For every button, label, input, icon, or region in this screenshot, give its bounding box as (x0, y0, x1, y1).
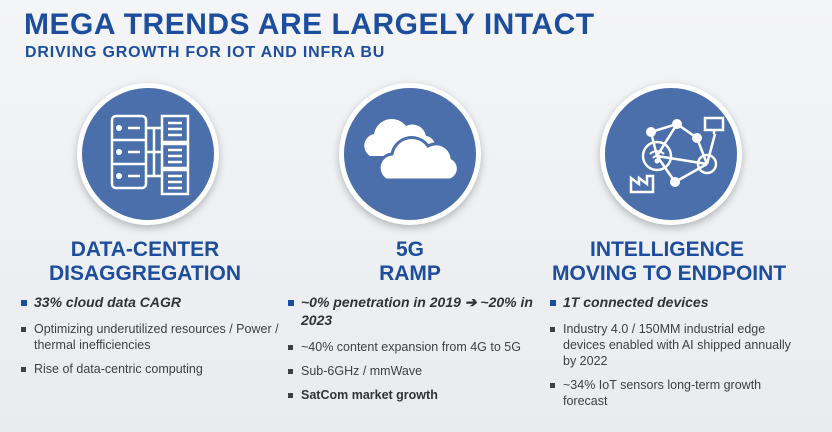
intelligence-icon-circle (600, 83, 742, 225)
5g-icon-circle (339, 83, 481, 225)
list-item: 1T connected devices (549, 293, 799, 311)
bullet-list-intelligence: 1T connected devices Industry 4.0 / 150M… (549, 293, 799, 417)
page-title: MEGA TRENDS ARE LARGELY INTACT (24, 8, 595, 41)
iot-network-icon (629, 116, 725, 194)
list-item: Rise of data-centric computing (20, 361, 282, 377)
list-item: Industry 4.0 / 150MM industrial edge dev… (549, 321, 799, 369)
list-item: ~40% content expansion from 4G to 5G (287, 339, 537, 355)
list-item: ~34% IoT sensors long-term growth foreca… (549, 377, 799, 409)
heading-5g: 5G RAMP (379, 238, 441, 285)
list-item: 33% cloud data CAGR (20, 293, 282, 311)
list-item: ~0% penetration in 2019 ➔ ~20% in 2023 (287, 293, 537, 329)
bullet-list-data-center: 33% cloud data CAGR Optimizing underutil… (20, 293, 282, 385)
bullet-list-5g: ~0% penetration in 2019 ➔ ~20% in 2023 ~… (287, 293, 537, 411)
server-documents-icon (110, 114, 190, 196)
page-subtitle: DRIVING GROWTH FOR IOT AND INFRA BU (25, 44, 386, 61)
heading-data-center: DATA-CENTER DISAGGREGATION (48, 238, 242, 285)
list-item: SatCom market growth (287, 387, 537, 403)
heading-intelligence: INTELLIGENCE MOVING TO ENDPOINT (552, 238, 787, 285)
list-item: Sub-6GHz / mmWave (287, 363, 537, 379)
data-center-icon-circle (77, 83, 219, 225)
list-item: Optimizing underutilized resources / Pow… (20, 321, 282, 353)
clouds-icon (364, 118, 460, 182)
